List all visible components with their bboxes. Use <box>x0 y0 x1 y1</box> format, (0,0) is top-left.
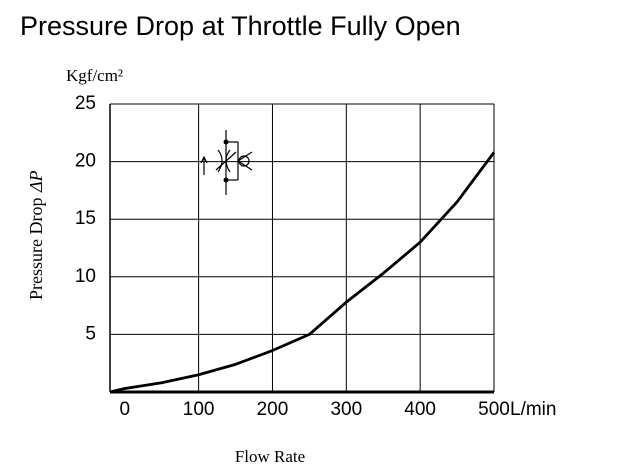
x-tick-label: 0 <box>119 399 130 420</box>
x-unit: L/min <box>510 399 556 420</box>
y-label: Pressure Drop <box>26 198 46 300</box>
data-line <box>109 151 496 394</box>
x-tick-label: 200 <box>257 399 289 420</box>
valve-dot <box>223 139 229 145</box>
chart-title: Pressure Drop at Throttle Fully Open <box>20 11 461 41</box>
x-tick-label: 100 <box>183 399 215 420</box>
x-tick-label: 400 <box>404 399 436 420</box>
y-symbol: ΔP <box>26 170 46 193</box>
x-label: Flow Rate <box>235 447 305 466</box>
y-tick-label: 5 <box>85 323 96 344</box>
y-unit: Kgf/cm² <box>66 66 123 85</box>
valve-dot <box>223 177 229 183</box>
y-tick-label: 25 <box>75 93 96 114</box>
x-tick-label: 300 <box>330 399 362 420</box>
y-tick-label: 20 <box>75 151 96 172</box>
y-tick-label: 10 <box>75 266 96 287</box>
y-tick-label: 15 <box>75 208 96 229</box>
x-tick-label: 500 <box>478 399 510 420</box>
